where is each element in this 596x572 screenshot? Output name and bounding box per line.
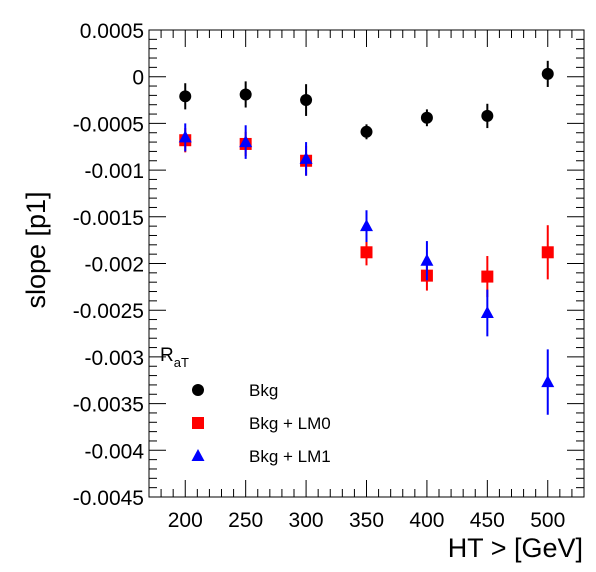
y-tick-label: -0.0025	[73, 300, 144, 323]
data-point	[179, 90, 192, 103]
legend-label: Bkg + LM1	[249, 447, 331, 466]
x-tick-label: 500	[530, 509, 565, 532]
y-tick-label: -0.0015	[73, 207, 144, 230]
x-axis-title: HT > [GeV]	[448, 533, 583, 563]
y-tick-label: 0	[132, 67, 144, 90]
y-tick-label: 0.0005	[80, 20, 144, 43]
data-point	[541, 67, 554, 80]
data-point	[360, 246, 373, 259]
x-tick-label: 350	[349, 509, 384, 532]
x-tick-label: 400	[409, 509, 444, 532]
series-3	[178, 123, 555, 415]
x-tick-label: 450	[470, 509, 505, 532]
y-tick-label: -0.0035	[73, 394, 144, 417]
legend-header-main: R	[160, 345, 174, 366]
data-point	[481, 270, 494, 283]
data-point	[239, 135, 253, 148]
data-point	[541, 246, 554, 259]
data-point	[299, 151, 313, 164]
y-tick-label: -0.002	[84, 254, 144, 277]
data-point	[420, 253, 434, 266]
y-tick-label: -0.0045	[73, 487, 144, 510]
y-tick-label: -0.0005	[73, 113, 144, 136]
legend-marker	[191, 449, 205, 461]
legend-marker	[192, 417, 204, 429]
legend-label: Bkg + LM0	[249, 414, 331, 433]
data-point	[481, 109, 494, 122]
y-tick-label: -0.004	[84, 440, 144, 463]
x-tick-label: 250	[228, 509, 263, 532]
y-tick-label: -0.003	[84, 347, 144, 370]
data-point	[541, 375, 555, 388]
data-point	[178, 130, 192, 143]
data-point	[360, 219, 373, 232]
x-tick-label: 200	[168, 509, 203, 532]
legend-header: RaT	[160, 345, 189, 370]
y-axis-title: slope [p1]	[21, 191, 51, 308]
y-tick-label: -0.001	[84, 160, 144, 183]
legend-label: Bkg	[249, 381, 278, 400]
data-point	[300, 94, 313, 107]
data-point	[480, 306, 494, 319]
legend-header-sub: aT	[174, 355, 189, 370]
legend-marker	[192, 384, 204, 396]
data-point	[239, 88, 252, 101]
data-point	[420, 111, 433, 124]
data-point	[360, 125, 373, 138]
x-tick-label: 300	[289, 509, 324, 532]
series-1	[179, 60, 554, 140]
